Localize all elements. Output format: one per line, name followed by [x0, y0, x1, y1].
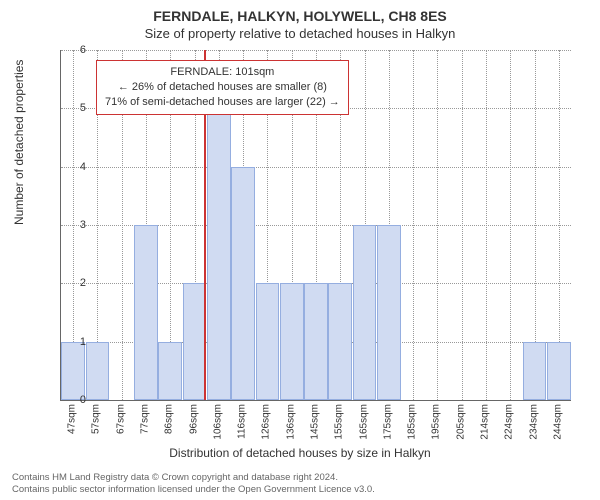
x-tick: 145sqm — [310, 404, 321, 440]
y-tick: 0 — [46, 394, 86, 406]
bar — [256, 283, 280, 400]
info-line-1: FERNDALE: 101sqm — [105, 65, 340, 80]
x-tick: 165sqm — [358, 404, 369, 440]
y-tick: 2 — [46, 277, 86, 289]
info-line-2: ← 26% of detached houses are smaller (8) — [105, 80, 340, 95]
bar — [61, 342, 85, 400]
y-tick: 4 — [46, 161, 86, 173]
chart-container: FERNDALE, HALKYN, HOLYWELL, CH8 8ES Size… — [0, 0, 600, 500]
gridline-v — [413, 50, 414, 400]
x-tick: 224sqm — [504, 404, 515, 440]
page-title: FERNDALE, HALKYN, HOLYWELL, CH8 8ES — [0, 0, 600, 24]
x-tick: 185sqm — [407, 404, 418, 440]
chart-area: FERNDALE: 101sqm ← 26% of detached house… — [60, 50, 570, 400]
info-line-3: 71% of semi-detached houses are larger (… — [105, 95, 340, 110]
bar — [328, 283, 352, 400]
x-tick: 244sqm — [552, 404, 563, 440]
gridline-v — [462, 50, 463, 400]
x-tick: 175sqm — [382, 404, 393, 440]
bar — [547, 342, 571, 400]
gridline-v — [510, 50, 511, 400]
x-tick: 77sqm — [140, 404, 151, 434]
y-tick: 1 — [46, 336, 86, 348]
bar — [304, 283, 328, 400]
x-tick: 155sqm — [334, 404, 345, 440]
x-tick: 67sqm — [115, 404, 126, 434]
x-tick: 136sqm — [285, 404, 296, 440]
x-tick: 205sqm — [455, 404, 466, 440]
y-tick: 6 — [46, 44, 86, 56]
x-tick: 234sqm — [528, 404, 539, 440]
footer-line-1: Contains HM Land Registry data © Crown c… — [12, 472, 375, 484]
info-box: FERNDALE: 101sqm ← 26% of detached house… — [96, 60, 349, 115]
x-tick: 126sqm — [261, 404, 272, 440]
bar — [207, 108, 231, 400]
bar — [86, 342, 110, 400]
gridline-v — [437, 50, 438, 400]
y-tick: 5 — [46, 102, 86, 114]
bar — [183, 283, 207, 400]
x-tick: 47sqm — [67, 404, 78, 434]
footer-line-2: Contains public sector information licen… — [12, 484, 375, 496]
y-axis-label: Number of detached properties — [12, 60, 26, 225]
x-tick: 195sqm — [431, 404, 442, 440]
footer: Contains HM Land Registry data © Crown c… — [12, 472, 375, 496]
x-tick: 86sqm — [164, 404, 175, 434]
page-subtitle: Size of property relative to detached ho… — [0, 24, 600, 41]
x-tick: 106sqm — [212, 404, 223, 440]
bar — [377, 225, 401, 400]
x-tick: 57sqm — [91, 404, 102, 434]
bar — [134, 225, 158, 400]
x-tick: 214sqm — [480, 404, 491, 440]
y-tick: 3 — [46, 219, 86, 231]
bar — [523, 342, 547, 400]
gridline-v — [486, 50, 487, 400]
x-tick: 96sqm — [188, 404, 199, 434]
x-axis-label: Distribution of detached houses by size … — [0, 446, 600, 460]
bar — [353, 225, 377, 400]
x-tick: 116sqm — [237, 404, 248, 439]
bar — [280, 283, 304, 400]
bar — [158, 342, 182, 400]
bar — [231, 167, 255, 400]
